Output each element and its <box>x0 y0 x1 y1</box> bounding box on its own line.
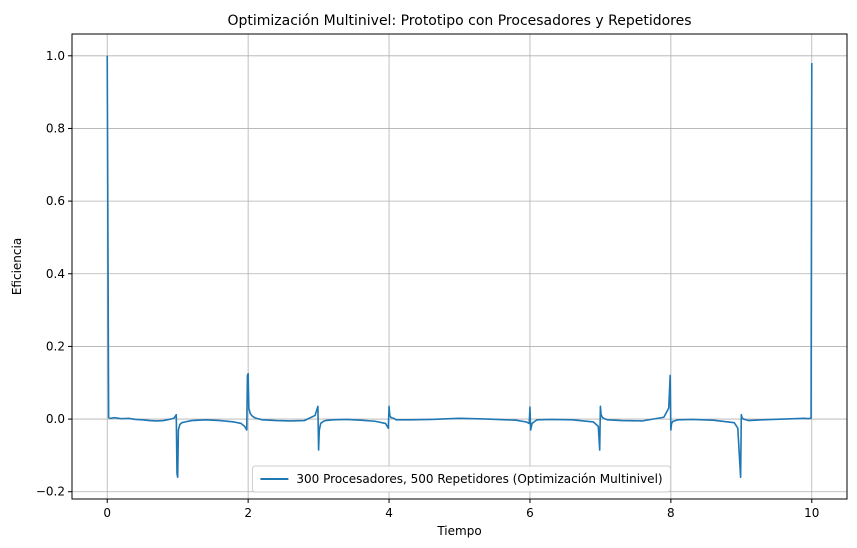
y-tick-label: 0.6 <box>46 194 65 208</box>
y-tick-label: 0.2 <box>46 339 65 353</box>
x-axis-label: Tiempo <box>436 524 481 538</box>
y-tick-label: 0.0 <box>46 412 65 426</box>
chart-title: Optimización Multinivel: Prototipo con P… <box>227 13 691 29</box>
y-tick-label: −0.2 <box>36 485 65 499</box>
legend: 300 Procesadores, 500 Repetidores (Optim… <box>251 465 672 493</box>
legend-box <box>251 465 672 493</box>
x-tick-label: 10 <box>804 506 819 520</box>
x-tick-label: 0 <box>103 506 111 520</box>
x-tick-label: 4 <box>385 506 393 520</box>
plot-lines <box>106 55 813 478</box>
y-axis-label: Eficiencia <box>10 238 24 295</box>
plot-frame <box>71 33 848 500</box>
x-axis-ticks: 0 2 4 6 8 10 <box>103 499 819 520</box>
y-tick-label: 1.0 <box>46 49 65 63</box>
y-tick-label: 0.8 <box>46 121 65 135</box>
grid <box>72 34 847 499</box>
x-tick-label: 6 <box>526 506 534 520</box>
x-tick-label: 8 <box>667 506 675 520</box>
legend-entry-label: 300 Procesadores, 500 Repetidores (Optim… <box>296 472 662 486</box>
series-line <box>106 55 813 478</box>
y-tick-label: 0.4 <box>46 267 65 281</box>
y-axis-ticks: −0.2 0.0 0.2 0.4 0.6 0.8 1.0 <box>36 49 72 499</box>
x-tick-label: 2 <box>244 506 252 520</box>
